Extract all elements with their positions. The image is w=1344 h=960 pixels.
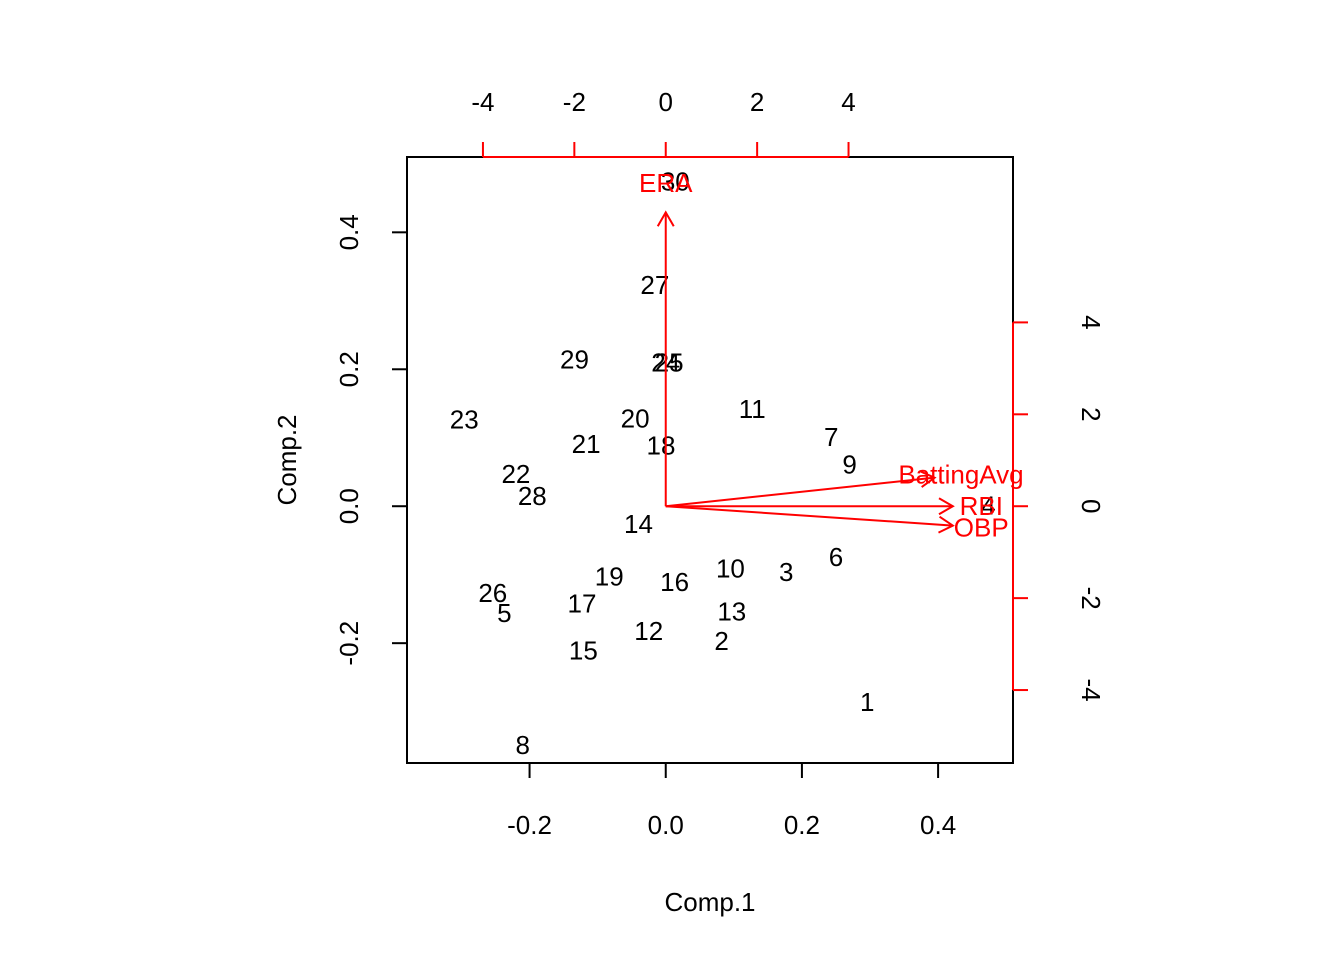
observation-label: 6 xyxy=(829,542,843,572)
x-tick-label: 0.0 xyxy=(648,810,684,840)
x-tick-label: 0.4 xyxy=(920,810,956,840)
left-axis: -0.2 0.0 0.2 0.4 xyxy=(334,214,408,666)
observation-label: 4 xyxy=(981,491,995,521)
y-tick-label: 0.2 xyxy=(334,351,364,387)
x-tick-label: 0.2 xyxy=(784,810,820,840)
observation-label: 17 xyxy=(568,588,597,618)
x-axis-title: Comp.1 xyxy=(664,887,755,917)
top-axis: -4 -2 0 2 4 xyxy=(471,87,856,158)
observation-label: 18 xyxy=(647,430,676,460)
loading-arrowhead xyxy=(938,515,955,534)
y-axis-title: Comp.2 xyxy=(272,414,302,505)
observation-label: 9 xyxy=(842,449,856,479)
top-tick-label: -2 xyxy=(563,87,586,117)
observation-label: 27 xyxy=(640,270,669,300)
points-layer: 1234567891011121314151617181920212223242… xyxy=(450,167,996,761)
observation-label: 20 xyxy=(621,404,650,434)
right-tick-label: 2 xyxy=(1076,407,1106,421)
top-tick-label: 4 xyxy=(841,87,855,117)
loading-arrow xyxy=(665,476,935,508)
top-tick-label: 0 xyxy=(659,87,673,117)
right-tick-label: 4 xyxy=(1076,315,1106,329)
observation-label: 23 xyxy=(450,404,479,434)
observation-label: 14 xyxy=(624,509,653,539)
x-tick-label: -0.2 xyxy=(507,810,552,840)
loading-arrowhead xyxy=(919,470,937,488)
observation-label: 16 xyxy=(660,567,689,597)
bottom-axis: -0.2 0.0 0.2 0.4 xyxy=(507,762,956,840)
observation-label: 21 xyxy=(572,429,601,459)
observation-label: 30 xyxy=(661,167,690,197)
observation-label: 26 xyxy=(478,578,507,608)
observation-label: 3 xyxy=(779,557,793,587)
observation-label: 29 xyxy=(560,345,589,375)
observation-label: 13 xyxy=(717,597,746,627)
loading-arrowhead xyxy=(938,497,955,516)
observation-label: 8 xyxy=(516,730,530,760)
loading-arrowhead xyxy=(656,210,675,227)
y-tick-label: 0.4 xyxy=(334,214,364,250)
observation-label: 22 xyxy=(501,459,530,489)
right-tick-label: -2 xyxy=(1076,587,1106,610)
loading-label: BattingAvg xyxy=(898,460,1023,490)
observation-label: 12 xyxy=(634,616,663,646)
loading-label: OBP xyxy=(954,513,1009,543)
observation-label: 28 xyxy=(518,481,547,511)
right-tick-label: 0 xyxy=(1076,499,1106,513)
y-tick-label: 0.0 xyxy=(334,488,364,524)
observation-label: 15 xyxy=(569,636,598,666)
observation-label: 1 xyxy=(860,687,874,717)
right-axis: -4 -2 0 2 4 xyxy=(1012,315,1106,702)
observation-label: 5 xyxy=(497,598,511,628)
loading-arrows-layer xyxy=(656,210,955,534)
top-tick-label: 2 xyxy=(750,87,764,117)
observation-label: 10 xyxy=(716,554,745,584)
right-tick-label: -4 xyxy=(1076,678,1106,701)
y-tick-label: -0.2 xyxy=(334,621,364,666)
loading-arrow xyxy=(665,505,953,527)
observation-label: 11 xyxy=(739,394,766,424)
observation-label: 19 xyxy=(595,562,624,592)
observation-label: 7 xyxy=(824,422,838,452)
loading-label: RBI xyxy=(960,491,1003,521)
observation-label: 25 xyxy=(655,347,684,377)
top-tick-label: -4 xyxy=(471,87,494,117)
observation-label: 2 xyxy=(714,626,728,656)
loading-label: ERA xyxy=(639,168,693,198)
